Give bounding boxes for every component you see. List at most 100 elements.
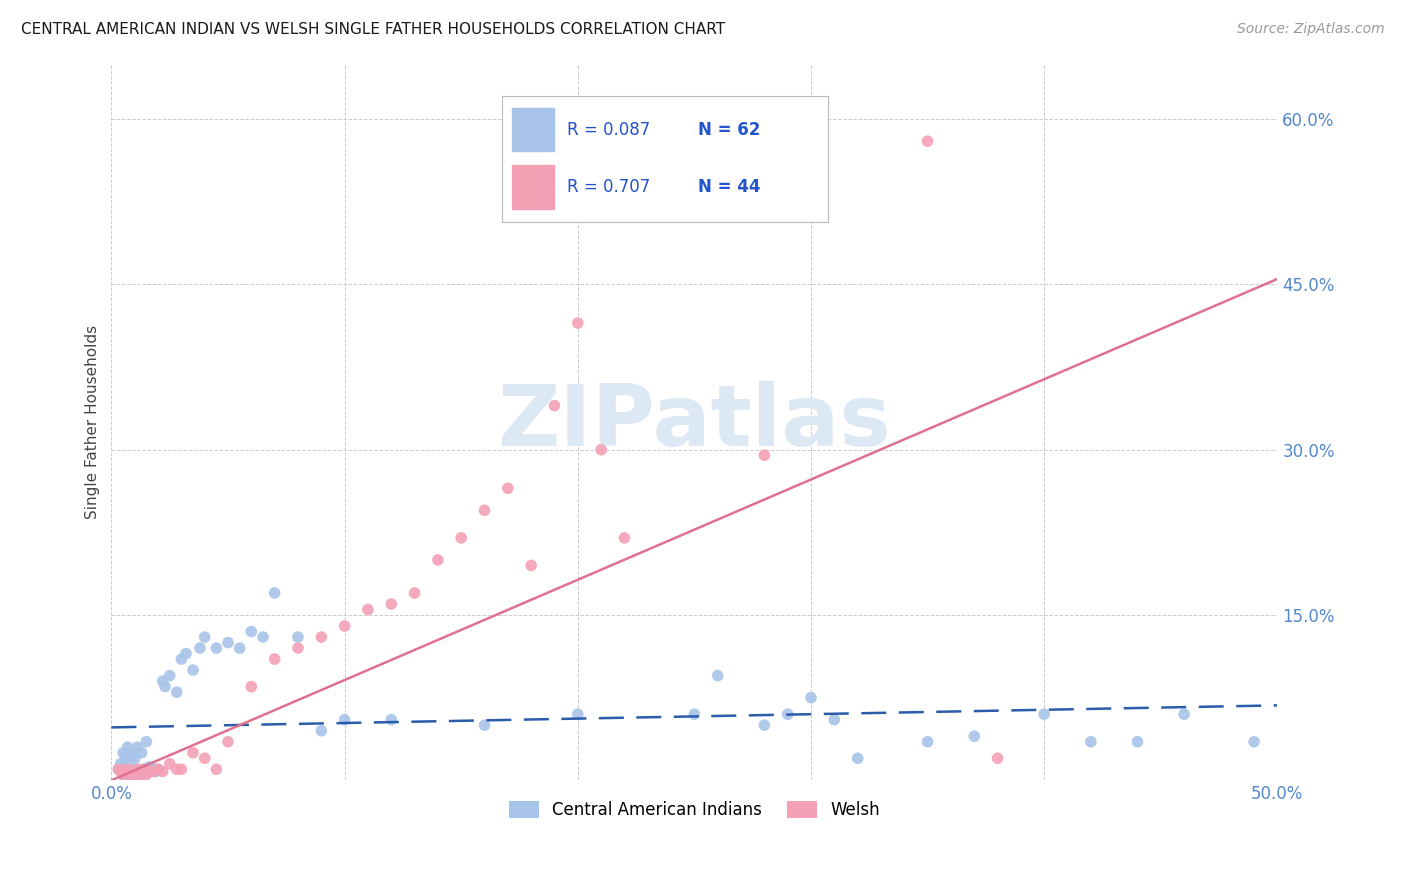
Point	[474, 503, 496, 517]
Point	[591, 442, 613, 457]
Point	[263, 586, 285, 600]
Point	[287, 641, 309, 656]
Point	[131, 762, 153, 776]
Point	[205, 762, 228, 776]
Point	[125, 762, 148, 776]
Point	[131, 746, 153, 760]
Point	[426, 553, 449, 567]
Point	[112, 746, 135, 760]
Point	[1126, 735, 1149, 749]
Point	[543, 399, 565, 413]
Point	[263, 652, 285, 666]
Point	[613, 531, 636, 545]
Point	[121, 764, 143, 779]
Point	[917, 134, 939, 148]
Point	[917, 735, 939, 749]
Point	[110, 756, 132, 771]
Point	[117, 762, 139, 776]
Point	[800, 690, 823, 705]
Point	[112, 768, 135, 782]
Point	[146, 762, 169, 776]
Point	[706, 668, 728, 682]
Point	[357, 602, 380, 616]
Point	[450, 531, 472, 545]
Legend: Central American Indians, Welsh: Central American Indians, Welsh	[502, 794, 887, 826]
Point	[135, 735, 157, 749]
Point	[333, 713, 356, 727]
Point	[120, 768, 142, 782]
Point	[159, 668, 181, 682]
Point	[174, 647, 197, 661]
Point	[135, 768, 157, 782]
Point	[823, 713, 845, 727]
Point	[124, 751, 146, 765]
Point	[132, 764, 155, 779]
Point	[138, 764, 160, 779]
Point	[474, 718, 496, 732]
Point	[520, 558, 543, 573]
Point	[131, 768, 153, 782]
Point	[145, 764, 167, 779]
Point	[754, 718, 776, 732]
Point	[120, 751, 142, 765]
Point	[228, 641, 250, 656]
Point	[1173, 707, 1195, 722]
Point	[683, 707, 706, 722]
Point	[963, 729, 986, 743]
Point	[311, 630, 333, 644]
Point	[114, 768, 136, 782]
Point	[311, 723, 333, 738]
Point	[139, 760, 162, 774]
Point	[125, 740, 148, 755]
Y-axis label: Single Father Households: Single Father Households	[86, 325, 100, 519]
Point	[114, 751, 136, 765]
Point	[114, 764, 136, 779]
Point	[287, 630, 309, 644]
Point	[567, 316, 589, 330]
Point	[125, 762, 148, 776]
Point	[138, 760, 160, 774]
Point	[240, 680, 263, 694]
Point	[124, 768, 146, 782]
Point	[152, 674, 174, 689]
Point	[217, 735, 239, 749]
Point	[110, 764, 132, 779]
Point	[142, 764, 165, 779]
Point	[170, 652, 193, 666]
Point	[181, 663, 204, 677]
Point	[135, 762, 157, 776]
Point	[194, 630, 217, 644]
Point	[112, 768, 135, 782]
Point	[132, 762, 155, 776]
Point	[153, 680, 176, 694]
Point	[166, 762, 188, 776]
Point	[567, 707, 589, 722]
Point	[124, 768, 146, 782]
Point	[217, 635, 239, 649]
Point	[128, 768, 150, 782]
Text: ZIPatlas: ZIPatlas	[498, 381, 891, 464]
Point	[1033, 707, 1056, 722]
Point	[128, 764, 150, 779]
Point	[107, 762, 129, 776]
Point	[142, 762, 165, 776]
Point	[240, 624, 263, 639]
Point	[776, 707, 799, 722]
Point	[120, 768, 142, 782]
Point	[121, 746, 143, 760]
Point	[152, 764, 174, 779]
Point	[146, 762, 169, 776]
Point	[107, 762, 129, 776]
Point	[117, 762, 139, 776]
Text: Source: ZipAtlas.com: Source: ZipAtlas.com	[1237, 22, 1385, 37]
Point	[170, 762, 193, 776]
Point	[252, 630, 274, 644]
Point	[380, 597, 402, 611]
Point	[205, 641, 228, 656]
Point	[333, 619, 356, 633]
Point	[181, 746, 204, 760]
Point	[754, 448, 776, 462]
Point	[117, 740, 139, 755]
Point	[380, 713, 402, 727]
Point	[846, 751, 869, 765]
